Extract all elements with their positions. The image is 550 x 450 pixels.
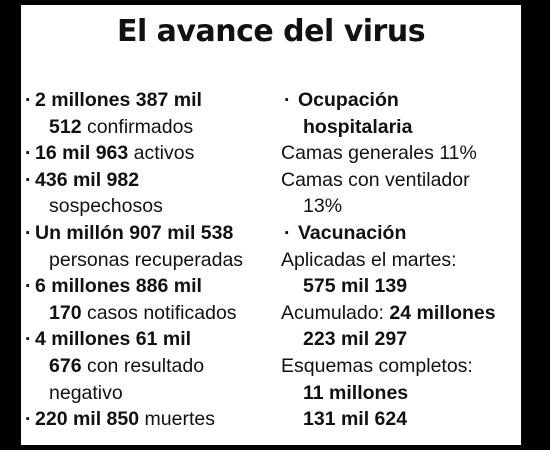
ocupacion-heading-cont: hospitalaria xyxy=(303,115,413,138)
stat-muertes-line1: · 220 mil 850 muertes xyxy=(25,406,287,433)
bullet-marker: · xyxy=(25,142,32,165)
stat-recuperadas-label: personas recuperadas xyxy=(49,248,244,271)
acumulado-line1: Acumulado: 24 millones xyxy=(281,300,521,327)
stat-activos-value: 16 mil 963 xyxy=(35,142,129,165)
infographic-title: El avance del virus xyxy=(116,14,426,49)
stat-recuperadas-line1: · Un millón 907 mil 538 xyxy=(25,220,287,247)
stat-notificados-line1: · 6 millones 886 mil xyxy=(25,273,287,300)
aplicadas-label: Aplicadas el martes: xyxy=(281,248,457,271)
stat-sospechosos-value: 436 mil 982 xyxy=(35,168,140,191)
stat-notificados-line2: 170 casos notificados xyxy=(25,300,287,327)
bullet-marker: · xyxy=(284,221,291,244)
ocupacion-heading-line1: · Ocupación xyxy=(281,87,521,114)
stat-confirmados-value-cont: 512 xyxy=(49,115,82,138)
stat-negativo-line2: 676 con resultado xyxy=(25,353,287,380)
esquemas-label: Esquemas completos: xyxy=(281,354,473,377)
camas-ventilador: Camas con ventilador xyxy=(281,168,470,191)
stat-recuperadas-line2: personas recuperadas xyxy=(25,247,287,274)
vacunacion-heading: Vacunación xyxy=(298,221,407,244)
stat-confirmados-line1: · 2 millones 387 mil xyxy=(25,87,287,114)
stat-negativo-value: 4 millones 61 mil xyxy=(35,328,192,351)
stat-sospechosos-label: sospechosos xyxy=(49,195,163,218)
stat-activos-label: activos xyxy=(128,142,195,165)
stat-negativo-line3: negativo xyxy=(25,380,287,407)
camas-generales: Camas generales 11% xyxy=(281,142,477,165)
esquemas-value: 11 millones xyxy=(303,381,409,404)
stat-negativo-label-cont: negativo xyxy=(49,381,123,404)
ocupacion-heading: Ocupación xyxy=(298,89,399,111)
bullet-marker: · xyxy=(25,221,32,244)
acumulado-label: Acumulado: xyxy=(281,301,390,324)
stat-confirmados-value: 2 millones 387 mil xyxy=(35,89,202,111)
stat-muertes-label: muertes xyxy=(139,408,215,431)
bullet-marker: · xyxy=(25,328,32,351)
bullet-marker: · xyxy=(25,89,32,111)
stat-muertes-value: 220 mil 850 xyxy=(35,408,140,431)
infographic-panel: El avance del virus · 2 millones 387 mil … xyxy=(21,5,521,445)
stat-negativo-label: con resultado xyxy=(81,354,205,377)
acumulado-value-cont: 223 mil 297 xyxy=(303,328,408,351)
stat-notificados-label: casos notificados xyxy=(81,301,237,324)
left-column: · 2 millones 387 mil 512 confirmados · 16 … xyxy=(25,87,287,433)
stat-negativo-line1: · 4 millones 61 mil xyxy=(25,326,287,353)
aplicadas-value: 575 mil 139 xyxy=(303,275,408,298)
stat-negativo-value-cont: 676 xyxy=(49,354,82,377)
right-column: · Ocupación hospitalaria Camas generales … xyxy=(281,87,521,433)
stat-confirmados-line2: 512 confirmados xyxy=(25,114,287,141)
stat-sospechosos-line1: · 436 mil 982 xyxy=(25,167,287,194)
esquemas-value-cont: 131 mil 624 xyxy=(303,408,408,431)
vacunacion-heading-line: · Vacunación xyxy=(281,220,521,247)
bullet-marker: · xyxy=(25,168,32,191)
bullet-marker: · xyxy=(25,408,32,431)
ocupacion-heading-line2: hospitalaria xyxy=(281,114,521,141)
stat-notificados-value: 6 millones 886 mil xyxy=(35,275,202,298)
camas-ventilador-value: 13% xyxy=(303,195,343,218)
stat-confirmados-label: confirmados xyxy=(81,115,194,138)
stat-notificados-value-cont: 170 xyxy=(49,301,82,324)
stat-sospechosos-line2: sospechosos xyxy=(25,193,287,220)
acumulado-value: 24 millones xyxy=(389,301,496,324)
bullet-marker: · xyxy=(25,275,32,298)
stat-recuperadas-value: Un millón 907 mil 538 xyxy=(35,221,234,244)
bullet-marker: · xyxy=(284,89,291,111)
stat-activos-line1: · 16 mil 963 activos xyxy=(25,140,287,167)
